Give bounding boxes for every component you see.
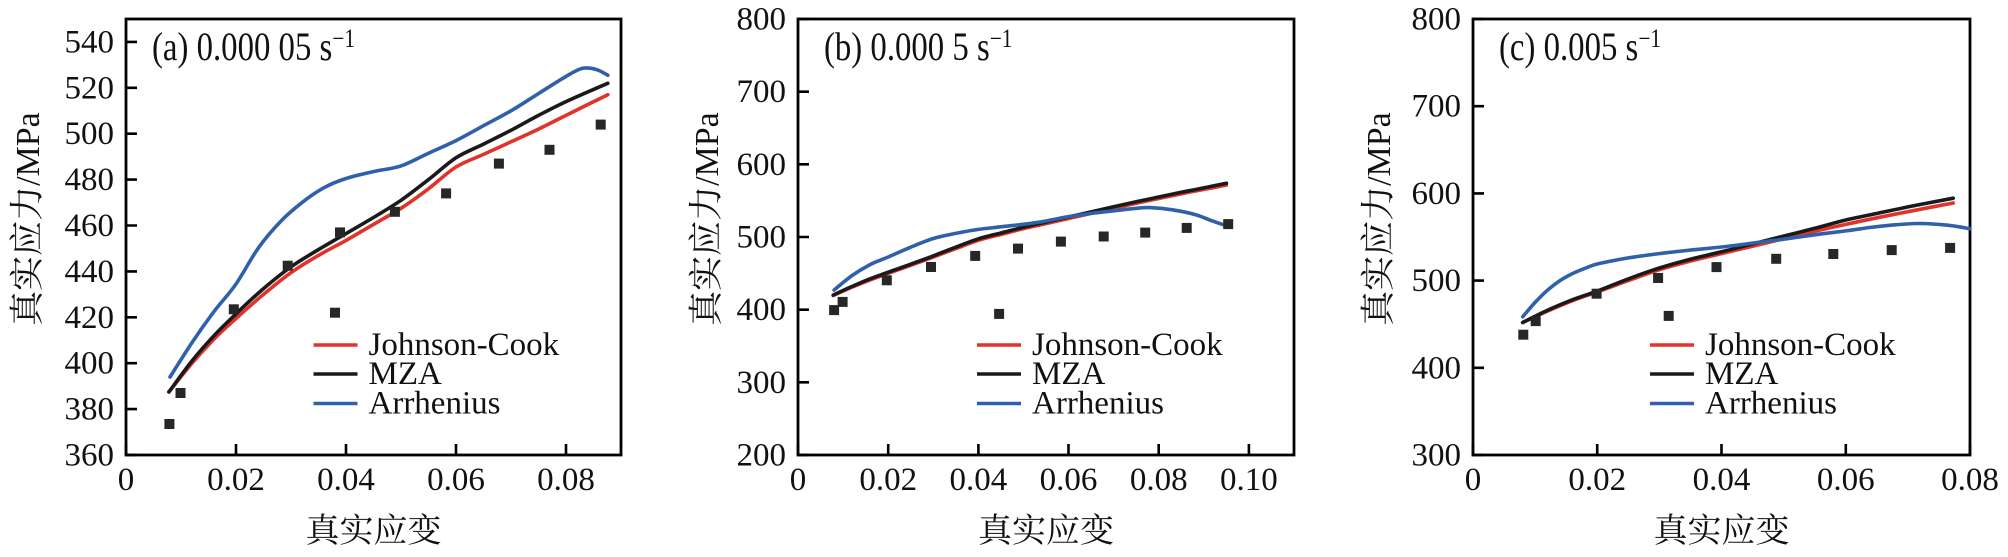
svg-text:0.06: 0.06 xyxy=(1817,462,1875,498)
svg-text:440: 440 xyxy=(65,254,115,290)
svg-text:0.08: 0.08 xyxy=(1941,462,1999,498)
svg-text:500: 500 xyxy=(65,116,115,152)
svg-text:400: 400 xyxy=(1412,350,1462,386)
svg-text:400: 400 xyxy=(65,346,115,382)
svg-text:Arrhenius: Arrhenius xyxy=(369,386,501,422)
svg-text:0.02: 0.02 xyxy=(859,462,917,498)
svg-text:0: 0 xyxy=(790,462,807,498)
svg-text:800: 800 xyxy=(737,2,787,38)
svg-text:0.08: 0.08 xyxy=(1130,462,1188,498)
svg-text:Arrhenius: Arrhenius xyxy=(1705,386,1837,422)
svg-text:300: 300 xyxy=(737,365,787,401)
svg-text:460: 460 xyxy=(65,208,115,244)
svg-text:600: 600 xyxy=(737,147,787,183)
svg-text:(a) 0.000 05 s−1: (a) 0.000 05 s−1 xyxy=(152,24,355,69)
svg-text:0.10: 0.10 xyxy=(1220,462,1278,498)
svg-text:0.02: 0.02 xyxy=(1568,462,1626,498)
svg-text:/MPa: /MPa xyxy=(10,112,47,186)
svg-text:360: 360 xyxy=(65,438,115,474)
svg-text:800: 800 xyxy=(1412,2,1462,38)
svg-text:Arrhenius: Arrhenius xyxy=(1032,386,1164,422)
svg-text:300: 300 xyxy=(1412,438,1462,474)
svg-text:0.04: 0.04 xyxy=(1693,462,1751,498)
svg-text:(b) 0.000 5 s−1: (b) 0.000 5 s−1 xyxy=(824,24,1012,69)
svg-text:0.04: 0.04 xyxy=(950,462,1008,498)
svg-text:200: 200 xyxy=(737,438,787,474)
svg-text:500: 500 xyxy=(737,220,787,256)
svg-text:700: 700 xyxy=(737,74,787,110)
svg-text:500: 500 xyxy=(1412,263,1462,299)
svg-text:700: 700 xyxy=(1412,89,1462,125)
svg-text:0.02: 0.02 xyxy=(207,462,265,498)
svg-text:/MPa: /MPa xyxy=(1361,112,1398,186)
svg-text:420: 420 xyxy=(65,300,115,336)
svg-text:(c) 0.005 s−1: (c) 0.005 s−1 xyxy=(1499,24,1661,69)
svg-text:380: 380 xyxy=(65,392,115,428)
svg-text:400: 400 xyxy=(737,292,787,328)
svg-text:0.06: 0.06 xyxy=(427,462,485,498)
svg-text:MZA: MZA xyxy=(369,356,443,392)
svg-text:540: 540 xyxy=(65,24,115,60)
svg-text:Johnson-Cook: Johnson-Cook xyxy=(1032,327,1223,363)
svg-text:480: 480 xyxy=(65,162,115,198)
svg-text:0: 0 xyxy=(118,462,135,498)
svg-text:520: 520 xyxy=(65,70,115,106)
svg-text:/MPa: /MPa xyxy=(689,112,726,186)
svg-text:MZA: MZA xyxy=(1032,356,1106,392)
svg-text:Johnson-Cook: Johnson-Cook xyxy=(369,327,560,363)
svg-text:0.08: 0.08 xyxy=(537,462,595,498)
svg-text:0.06: 0.06 xyxy=(1040,462,1098,498)
svg-text:600: 600 xyxy=(1412,176,1462,212)
svg-text:Johnson-Cook: Johnson-Cook xyxy=(1705,327,1896,363)
svg-text:0: 0 xyxy=(1465,462,1482,498)
svg-text:MZA: MZA xyxy=(1705,356,1779,392)
svg-text:0.04: 0.04 xyxy=(317,462,375,498)
